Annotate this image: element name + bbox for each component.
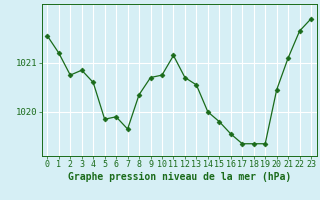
X-axis label: Graphe pression niveau de la mer (hPa): Graphe pression niveau de la mer (hPa) xyxy=(68,172,291,182)
